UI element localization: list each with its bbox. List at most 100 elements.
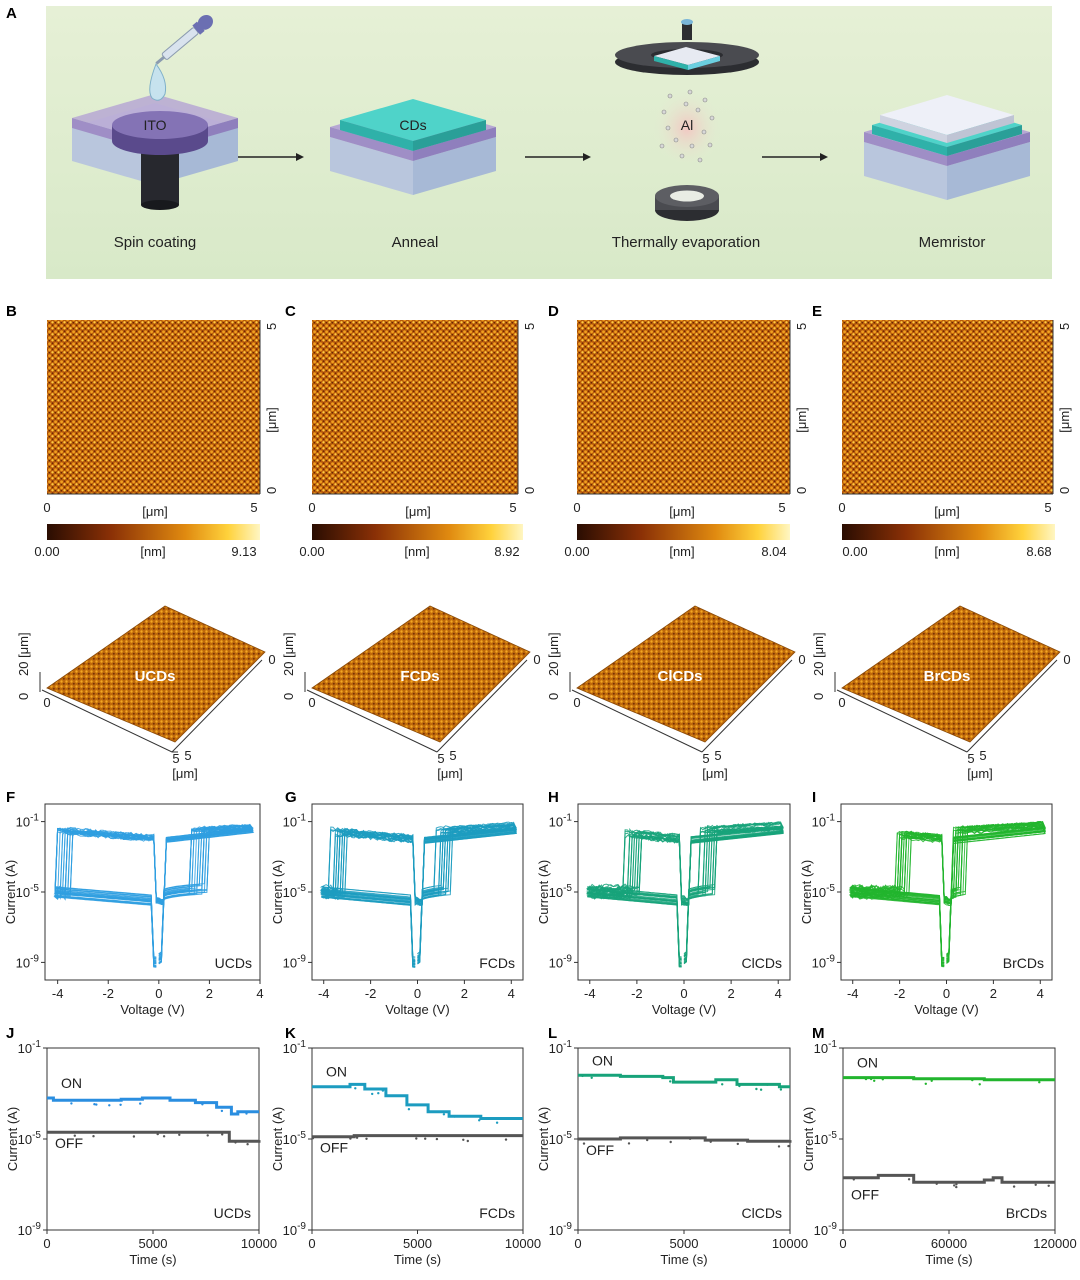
label-ito: ITO — [143, 117, 166, 133]
retention-point — [669, 1080, 672, 1083]
afm-ytick-0: 0 — [794, 487, 809, 494]
retention-chart-j: 0 5000 10000 10-1 10-5 10-9 Time (s) Current (A… — [5, 1039, 277, 1267]
retention-point — [178, 1133, 181, 1137]
retention-point — [582, 1142, 586, 1145]
afm-xtick-0: 0 — [573, 500, 580, 515]
afm-3d-ztick-0: 0 — [16, 693, 31, 700]
retention-point — [953, 1184, 956, 1187]
retention-point — [581, 1074, 584, 1078]
afm-3d-ztick-0: 0 — [546, 693, 561, 700]
retention-point — [442, 1113, 446, 1116]
x-tick-label: 10000 — [772, 1236, 808, 1251]
panel-letter-e: E — [812, 303, 822, 320]
afm-panel-b: 0 5 [μm] 0 5 [μm] 0.00 [nm] 9.13 UCDs 0 … — [16, 320, 279, 781]
afm-xlabel: [μm] — [142, 504, 168, 519]
iv-curve — [587, 826, 784, 959]
afm-image-clcds — [577, 320, 790, 494]
colorbar-max-b: 9.13 — [231, 544, 256, 559]
afm-3d-x5: 5 — [702, 751, 709, 766]
x-tick-label: 10000 — [505, 1236, 541, 1251]
colorbar-max-c: 8.92 — [494, 544, 519, 559]
iv-chart-h: -4 -2 0 2 4 10-1 10-5 10-9 Voltage (V) Current (A… — [536, 803, 791, 1017]
iv-curve — [319, 823, 517, 958]
afm-ytick-5: 5 — [522, 323, 537, 330]
iv-curve — [320, 824, 517, 961]
step-label-spin-coating: Spin coating — [114, 234, 197, 251]
afm-3d-x0: 0 — [838, 695, 845, 710]
retention-point — [709, 1140, 712, 1144]
retention-point — [402, 1094, 406, 1098]
on-label: ON — [326, 1064, 347, 1080]
retention-point — [607, 1138, 611, 1141]
afm-image-ucds — [47, 320, 260, 494]
afm-ytick-5: 5 — [794, 323, 809, 330]
y-tick-label: 10-1 — [814, 1039, 838, 1056]
panel-letter-f: F — [6, 789, 15, 806]
retention-point — [978, 1083, 981, 1086]
afm-3d-unit: [μm] — [967, 766, 993, 781]
retention-point — [1047, 1184, 1050, 1188]
colorbar-b — [47, 524, 260, 540]
afm-3d-x5: 5 — [172, 751, 179, 766]
retention-point — [646, 1138, 649, 1142]
panel-letter-i: I — [812, 789, 816, 806]
step-label-evaporation: Thermally evaporation — [612, 234, 760, 251]
iv-curve — [850, 820, 1046, 961]
y-axis-label: Current (A) — [801, 1107, 816, 1171]
afm-3d-unit: [μm] — [172, 766, 198, 781]
retention-point — [119, 1103, 122, 1107]
panel-letter-a: A — [6, 5, 17, 22]
x-tick-label: -4 — [847, 986, 859, 1001]
afm-xtick-0: 0 — [43, 500, 50, 515]
retention-point — [1012, 1185, 1016, 1188]
on-label: ON — [592, 1052, 613, 1068]
y-tick-label: 10-1 — [812, 813, 836, 830]
retention-point — [869, 1077, 873, 1081]
label-al: Al — [681, 117, 693, 133]
afm-ytick-5: 5 — [264, 323, 279, 330]
retention-point — [349, 1137, 352, 1140]
retention-chart-l: 0 5000 10000 10-1 10-5 10-9 Time (s) Current (A… — [536, 1039, 808, 1267]
retention-point — [736, 1142, 739, 1146]
spin-disc — [112, 111, 208, 139]
panel-letter-k: K — [285, 1025, 296, 1042]
afm-3d-unit: [μm] — [437, 766, 463, 781]
x-axis-label: Voltage (V) — [120, 1002, 184, 1017]
step-labels: Spin coating Anneal Thermally evaporatio… — [114, 234, 986, 251]
y-tick-label: 10-5 — [812, 883, 836, 900]
x-tick-label: 4 — [256, 986, 263, 1001]
evaporation-illustration: Al — [615, 19, 759, 221]
y-tick-label: 10-5 — [283, 883, 307, 900]
off-label: OFF — [320, 1140, 348, 1156]
sample-label-fcds: FCDs — [400, 668, 439, 685]
retention-point — [924, 1082, 927, 1086]
retention-on-line — [312, 1082, 523, 1120]
colorbar-c — [312, 524, 523, 540]
afm-3d-d: ClCDs 0 20 [μm] 0 5 5 0 [μm] — [546, 605, 806, 781]
retention-point — [311, 1137, 315, 1140]
retention-point — [971, 1078, 974, 1082]
retention-point — [852, 1178, 855, 1181]
retention-chart-m: 0 60000 120000 10-1 10-5 10-9 Time (s) Current … — [801, 1039, 1077, 1267]
retention-point — [365, 1137, 368, 1141]
y-tick-label: 10-1 — [549, 813, 573, 830]
colorbar-d — [577, 524, 790, 540]
x-tick-label: 5000 — [139, 1236, 168, 1251]
retention-point — [201, 1103, 204, 1106]
pipette-icon — [155, 14, 214, 65]
x-tick-label: -2 — [631, 986, 643, 1001]
colorbar-unit-d: [nm] — [669, 544, 694, 559]
x-tick-label: 0 — [308, 1236, 315, 1251]
y-axis-label: Current (A) — [536, 1107, 551, 1171]
iv-curve — [54, 826, 254, 964]
x-axis-label: Voltage (V) — [652, 1002, 716, 1017]
afm-xtick-5: 5 — [778, 500, 785, 515]
x-axis-label: Time (s) — [394, 1252, 441, 1267]
x-tick-label: 4 — [775, 986, 782, 1001]
retention-point — [371, 1092, 374, 1096]
y-tick-label: 10-5 — [549, 883, 573, 900]
y-tick-label: 10-5 — [814, 1130, 838, 1147]
afm-xlabel: [μm] — [405, 504, 431, 519]
colorbar-min-c: 0.00 — [299, 544, 324, 559]
